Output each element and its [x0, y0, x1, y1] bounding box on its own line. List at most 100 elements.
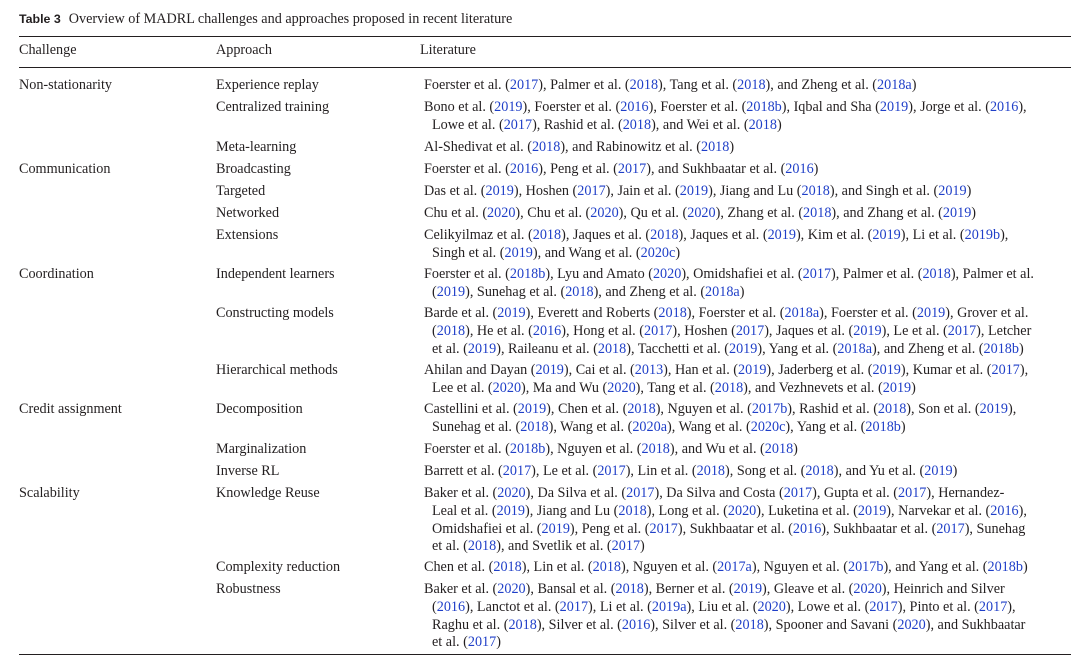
citation-year[interactable]: 2018a — [705, 283, 740, 300]
citation-year[interactable]: 2019 — [872, 227, 901, 243]
citation-year[interactable]: 2017 — [735, 322, 765, 339]
citation-year[interactable]: 2018 — [508, 616, 537, 633]
citation-year[interactable]: 2020 — [687, 205, 716, 221]
citation-year[interactable]: 2018 — [877, 401, 907, 417]
citation-year[interactable]: 2018b — [987, 559, 1023, 575]
citation-year[interactable]: 2017 — [626, 485, 655, 501]
citation-year[interactable]: 2019a — [651, 598, 687, 615]
citation-year[interactable]: 2019 — [728, 340, 758, 357]
citation-year[interactable]: 2017b — [751, 401, 788, 417]
citation-year[interactable]: 2017 — [509, 77, 539, 93]
citation-year[interactable]: 2019 — [679, 183, 709, 199]
citation-year[interactable]: 2018b — [509, 441, 546, 457]
citation-year[interactable]: 2020 — [607, 379, 636, 396]
citation-year[interactable]: 2017 — [644, 322, 673, 339]
citation-year[interactable]: 2020 — [853, 581, 882, 597]
citation-year[interactable]: 2017 — [991, 362, 1020, 378]
citation-year[interactable]: 2018b — [983, 340, 1019, 357]
citation-year[interactable]: 2018 — [467, 538, 497, 555]
citation-year[interactable]: 2018 — [764, 441, 794, 457]
citation-year[interactable]: 2018 — [520, 418, 549, 435]
citation-year[interactable]: 2017 — [869, 598, 898, 615]
citation-year[interactable]: 2018 — [658, 305, 687, 321]
citation-year[interactable]: 2018 — [622, 116, 652, 133]
citation-year[interactable]: 2020 — [497, 581, 526, 597]
citation-year[interactable]: 2020 — [590, 205, 619, 221]
citation-year[interactable]: 2017 — [597, 463, 626, 479]
citation-year[interactable]: 2019 — [882, 379, 912, 396]
citation-year[interactable]: 2018b — [746, 99, 782, 115]
citation-year[interactable]: 2016 — [621, 616, 651, 633]
citation-year[interactable]: 2018 — [801, 183, 830, 199]
citation-year[interactable]: 2016 — [792, 520, 822, 537]
citation-year[interactable]: 2018 — [618, 502, 647, 519]
citation-year[interactable]: 2017 — [802, 266, 832, 282]
citation-year[interactable]: 2017 — [783, 485, 813, 501]
citation-year[interactable]: 2018 — [735, 616, 764, 633]
citation-year[interactable]: 2018 — [627, 401, 656, 417]
citation-year[interactable]: 2016 — [620, 99, 649, 115]
citation-year[interactable]: 2020a — [632, 418, 668, 435]
citation-year[interactable]: 2018 — [531, 139, 561, 155]
citation-year[interactable]: 2013 — [634, 362, 664, 378]
citation-year[interactable]: 2019 — [938, 183, 967, 199]
citation-year[interactable]: 2017 — [503, 116, 533, 133]
citation-year[interactable]: 2018a — [877, 77, 912, 93]
citation-year[interactable]: 2020 — [652, 266, 682, 282]
citation-year[interactable]: 2017 — [649, 520, 678, 537]
citation-year[interactable]: 2017 — [898, 485, 927, 501]
citation-year[interactable]: 2018b — [865, 418, 901, 435]
citation-year[interactable]: 2018 — [714, 379, 744, 396]
citation-year[interactable]: 2019 — [485, 183, 514, 199]
citation-year[interactable]: 2019 — [767, 227, 796, 243]
citation-year[interactable]: 2018 — [597, 340, 627, 357]
citation-year[interactable]: 2019 — [496, 502, 525, 519]
citation-year[interactable]: 2018 — [565, 283, 594, 300]
citation-year[interactable]: 2018 — [615, 581, 644, 597]
citation-year[interactable]: 2019 — [879, 99, 909, 115]
citation-year[interactable]: 2019 — [517, 401, 547, 417]
citation-year[interactable]: 2016 — [989, 99, 1019, 115]
citation-year[interactable]: 2018 — [436, 322, 466, 339]
citation-year[interactable]: 2016 — [785, 161, 814, 177]
citation-year[interactable]: 2019 — [467, 340, 497, 357]
citation-year[interactable]: 2019b — [964, 227, 1001, 243]
citation-year[interactable]: 2020 — [487, 205, 516, 221]
citation-year[interactable]: 2018a — [837, 340, 873, 357]
citation-year[interactable]: 2020 — [492, 379, 522, 396]
citation-year[interactable]: 2018 — [737, 77, 766, 93]
citation-year[interactable]: 2020c — [640, 244, 676, 261]
citation-year[interactable]: 2019 — [504, 244, 533, 261]
citation-year[interactable]: 2020 — [497, 485, 526, 501]
citation-year[interactable]: 2019 — [872, 362, 901, 378]
citation-year[interactable]: 2019 — [738, 362, 767, 378]
citation-year[interactable]: 2018 — [532, 227, 562, 243]
citation-year[interactable]: 2018b — [509, 266, 546, 282]
citation-year[interactable]: 2017 — [611, 538, 641, 555]
citation-year[interactable]: 2017 — [467, 634, 497, 651]
citation-year[interactable]: 2019 — [942, 205, 972, 221]
citation-year[interactable]: 2018 — [700, 139, 730, 155]
citation-year[interactable]: 2018 — [592, 559, 622, 575]
citation-year[interactable]: 2017 — [936, 520, 965, 537]
citation-year[interactable]: 2018 — [803, 205, 832, 221]
citation-year[interactable]: 2018 — [748, 116, 777, 133]
citation-year[interactable]: 2017 — [947, 322, 977, 339]
citation-year[interactable]: 2019 — [924, 463, 953, 479]
citation-year[interactable]: 2017b — [847, 559, 884, 575]
citation-year[interactable]: 2017 — [502, 463, 532, 479]
citation-year[interactable]: 2020 — [897, 616, 926, 633]
citation-year[interactable]: 2018 — [696, 463, 725, 479]
citation-year[interactable]: 2016 — [509, 161, 539, 177]
citation-year[interactable]: 2019 — [857, 502, 887, 519]
citation-year[interactable]: 2018 — [650, 227, 679, 243]
citation-year[interactable]: 2020 — [727, 502, 757, 519]
citation-year[interactable]: 2019 — [497, 305, 526, 321]
citation-year[interactable]: 2019 — [494, 99, 523, 115]
citation-year[interactable]: 2018 — [922, 266, 951, 282]
citation-year[interactable]: 2017 — [617, 161, 647, 177]
citation-year[interactable]: 2020 — [757, 598, 786, 615]
citation-year[interactable]: 2018 — [641, 441, 670, 457]
citation-year[interactable]: 2017a — [717, 559, 752, 575]
citation-year[interactable]: 2019 — [436, 283, 466, 300]
